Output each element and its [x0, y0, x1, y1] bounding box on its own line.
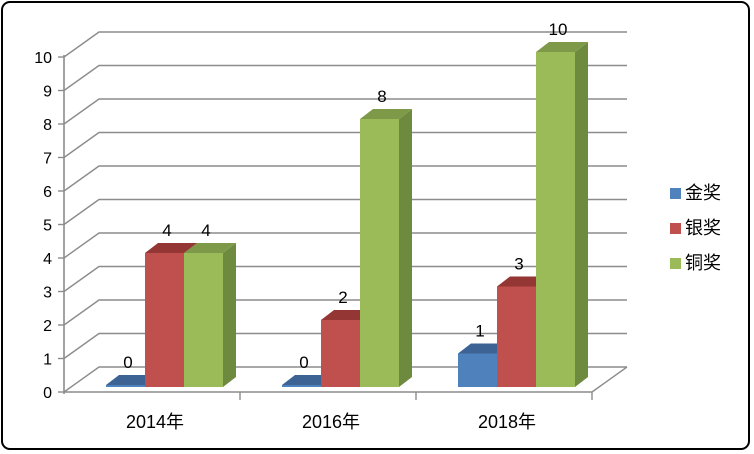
bar-value-label: 4 — [201, 221, 210, 240]
gridline — [63, 31, 627, 58]
y-axis-label: 10 — [34, 50, 52, 67]
gridline — [63, 232, 627, 259]
bar-金奖 — [458, 353, 497, 387]
bar-铜奖 — [184, 253, 223, 387]
gridline — [63, 198, 627, 226]
gridline — [63, 98, 627, 125]
bar-value-label: 2 — [338, 288, 347, 307]
legend-label-bronze: 铜奖 — [685, 253, 721, 273]
y-axis-label: 8 — [43, 117, 52, 134]
bar-铜奖 — [536, 52, 575, 387]
gridline — [63, 366, 627, 393]
y-axis-label: 2 — [43, 318, 52, 335]
gridline — [63, 299, 627, 326]
bar-value-label: 1 — [475, 322, 484, 341]
y-axis-label: 3 — [43, 285, 52, 302]
bar-top-铜奖 — [536, 42, 588, 52]
floor-right-edge — [591, 366, 628, 393]
bar-side-铜奖 — [399, 109, 412, 387]
bar-top-银奖 — [145, 243, 197, 253]
bar-side-铜奖 — [223, 243, 236, 387]
silver-series-swatch-icon — [670, 222, 681, 234]
legend-item-bronze: 铜奖 — [670, 252, 721, 274]
bar-金奖 — [282, 385, 321, 387]
bar-银奖 — [145, 253, 184, 387]
bar-value-label: 3 — [514, 255, 523, 274]
bar-value-label: 0 — [299, 353, 308, 372]
gridline — [63, 131, 627, 159]
x-axis-category-label: 2014年 — [126, 412, 184, 432]
x-axis-category-label: 2018年 — [478, 412, 536, 432]
gridline — [63, 332, 627, 360]
y-axis-label: 5 — [43, 218, 52, 235]
y-axis-label: 4 — [43, 251, 52, 268]
y-axis-label: 1 — [43, 352, 52, 369]
bar-value-label: 0 — [123, 353, 132, 372]
gridline — [63, 165, 627, 192]
y-axis-label: 6 — [43, 184, 52, 201]
legend-item-silver: 银奖 — [670, 217, 721, 239]
y-axis-label: 9 — [43, 84, 52, 101]
bar-value-label: 8 — [377, 87, 386, 106]
gold-series-swatch-icon — [670, 187, 681, 199]
bar-top-铜奖 — [360, 109, 412, 119]
y-axis-label: 7 — [43, 151, 52, 168]
bar-银奖 — [497, 286, 536, 387]
legend-item-gold: 金奖 — [670, 182, 721, 204]
bar-value-label: 10 — [549, 20, 568, 39]
gridline — [63, 265, 627, 293]
gridline — [63, 64, 627, 92]
bar-铜奖 — [360, 119, 399, 387]
bronze-series-swatch-icon — [670, 257, 681, 269]
y-axis-label: 0 — [43, 385, 52, 402]
legend-label-gold: 金奖 — [685, 183, 721, 203]
bar-金奖 — [106, 385, 145, 387]
legend-label-silver: 银奖 — [685, 218, 721, 238]
bar-side-铜奖 — [575, 42, 588, 387]
bar-银奖 — [321, 320, 360, 387]
bar-top-铜奖 — [184, 243, 236, 253]
bar-value-label: 4 — [162, 221, 171, 240]
x-axis-category-label: 2016年 — [302, 412, 360, 432]
chart-legend: 金奖 银奖 铜奖 — [670, 182, 721, 287]
